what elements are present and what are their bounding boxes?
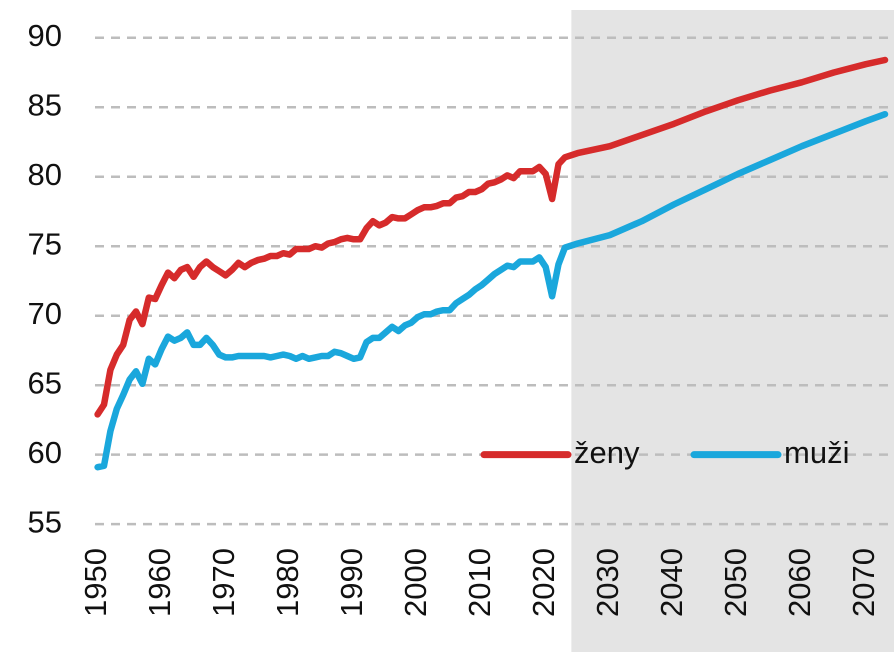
x-tick-label: 2000 — [398, 548, 433, 617]
x-tick-label: 2050 — [718, 548, 753, 617]
x-tick-label: 1990 — [334, 548, 369, 617]
x-tick-label: 2060 — [782, 548, 817, 617]
legend-label: ženy — [574, 435, 640, 470]
y-tick-label: 75 — [28, 226, 62, 261]
x-tick-label: 2030 — [590, 548, 625, 617]
line-series — [94, 56, 889, 418]
y-tick-label: 60 — [28, 435, 62, 470]
y-tick-label: 55 — [28, 504, 62, 539]
y-tick-label: 65 — [28, 365, 62, 400]
x-tick-label: 2010 — [462, 548, 497, 617]
line-series — [94, 110, 889, 471]
y-tick-label: 70 — [28, 296, 62, 331]
x-tick-label: 2040 — [654, 548, 689, 617]
x-tick-label: 1950 — [78, 548, 113, 617]
x-tick-label: 1960 — [142, 548, 177, 617]
legend-label: muži — [784, 435, 849, 470]
x-tick-label: 2020 — [526, 548, 561, 617]
x-tick-label: 1970 — [206, 548, 241, 617]
y-tick-label: 80 — [28, 157, 62, 192]
x-tick-label: 2070 — [846, 548, 881, 617]
forecast-shade — [571, 10, 894, 652]
y-tick-label: 90 — [28, 18, 62, 53]
y-tick-label: 85 — [28, 87, 62, 122]
x-tick-label: 1980 — [270, 548, 305, 617]
